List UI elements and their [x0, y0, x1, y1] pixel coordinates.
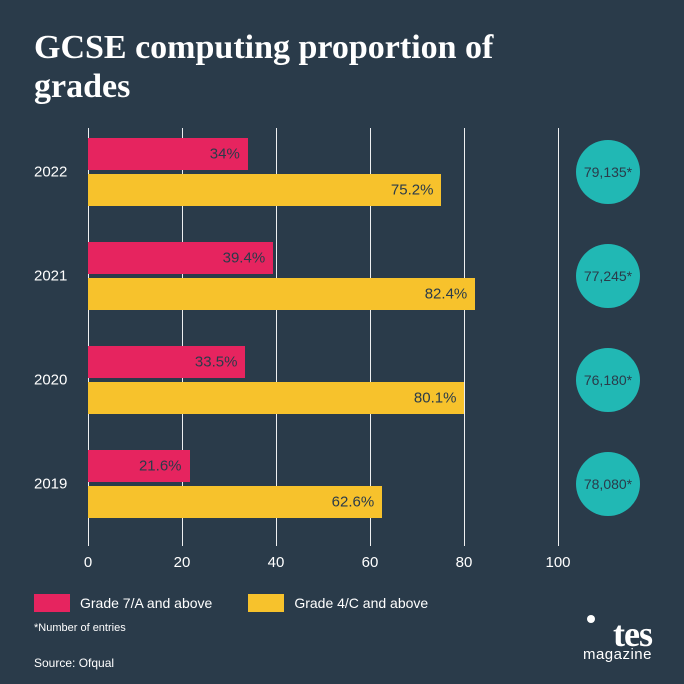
grade7-bar: 34% [88, 138, 248, 170]
grid-line [464, 128, 465, 546]
grade4-value-label: 80.1% [414, 390, 457, 407]
legend-label: Grade 7/A and above [80, 595, 212, 611]
year-label: 2022 [34, 164, 82, 181]
x-tick-label: 80 [456, 554, 473, 571]
grade4-bar: 82.4% [88, 278, 475, 310]
entries-badge: 77,245* [576, 244, 640, 308]
chart-area: 34% 75.2% 39.4% 82.4% 33.5% 80.1% 21.6% 62.6% 7… [34, 128, 650, 588]
grade7-value-label: 34% [210, 146, 240, 163]
year-label: 2021 [34, 268, 82, 285]
grade7-value-label: 21.6% [139, 458, 182, 475]
plot-region: 34% 75.2% 39.4% 82.4% 33.5% 80.1% 21.6% 62.6% [88, 128, 558, 546]
tes-logo: tes magazine [583, 619, 652, 662]
grade4-bar: 75.2% [88, 174, 441, 206]
entries-badge: 78,080* [576, 452, 640, 516]
entries-badge: 79,135* [576, 140, 640, 204]
entries-badge: 76,180* [576, 348, 640, 412]
grade7-value-label: 39.4% [223, 250, 266, 267]
legend-item-grade4: Grade 4/C and above [248, 594, 428, 612]
chart-title: GCSE computing proportion of grades [34, 28, 494, 106]
year-label: 2019 [34, 476, 82, 493]
grade4-value-label: 62.6% [332, 494, 375, 511]
source-text: Source: Ofqual [34, 656, 650, 670]
legend-item-grade7: Grade 7/A and above [34, 594, 212, 612]
grade4-bar: 80.1% [88, 382, 464, 414]
x-tick-label: 20 [174, 554, 191, 571]
legend-label: Grade 4/C and above [294, 595, 428, 611]
x-tick-label: 40 [268, 554, 285, 571]
grade4-value-label: 82.4% [425, 286, 468, 303]
x-tick-label: 0 [84, 554, 92, 571]
grade7-bar: 39.4% [88, 242, 273, 274]
logo-bottom: magazine [583, 649, 652, 662]
grid-line [558, 128, 559, 546]
x-tick-label: 100 [545, 554, 570, 571]
x-tick-label: 60 [362, 554, 379, 571]
grade7-bar: 21.6% [88, 450, 190, 482]
year-label: 2020 [34, 372, 82, 389]
legend-swatch [248, 594, 284, 612]
grade4-value-label: 75.2% [391, 182, 434, 199]
grade7-bar: 33.5% [88, 346, 245, 378]
footnote: *Number of entries [34, 622, 650, 634]
logo-top: tes [583, 619, 652, 650]
grade7-value-label: 33.5% [195, 354, 238, 371]
grade4-bar: 62.6% [88, 486, 382, 518]
legend-swatch [34, 594, 70, 612]
legend: Grade 7/A and above Grade 4/C and above [34, 594, 650, 612]
